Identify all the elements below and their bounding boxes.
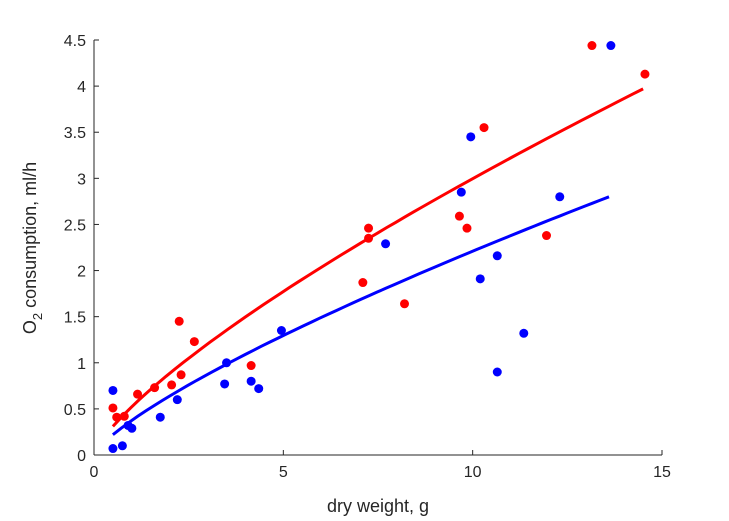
data-point bbox=[462, 223, 472, 233]
data-point bbox=[587, 41, 597, 51]
data-point bbox=[246, 361, 256, 371]
data-point bbox=[246, 376, 256, 386]
data-point bbox=[254, 384, 264, 394]
data-point bbox=[112, 412, 122, 422]
x-tick-label: 10 bbox=[464, 464, 482, 481]
data-point bbox=[155, 412, 165, 422]
plot-area bbox=[108, 41, 650, 454]
x-tick-label: 5 bbox=[279, 464, 288, 481]
x-ticks: 0 5 10 15 bbox=[90, 450, 671, 481]
data-point bbox=[640, 69, 650, 79]
data-point bbox=[492, 367, 502, 377]
data-point bbox=[358, 278, 368, 288]
data-point bbox=[172, 395, 182, 405]
data-point bbox=[519, 328, 529, 338]
x-axis: 0 5 10 15 bbox=[90, 450, 671, 481]
data-point bbox=[133, 389, 143, 399]
data-point bbox=[606, 41, 616, 51]
data-point bbox=[466, 132, 476, 142]
data-point bbox=[276, 326, 286, 335]
x-tick-label: 0 bbox=[90, 464, 99, 481]
data-point bbox=[174, 316, 184, 326]
y-axis: 0 0.5 1 1.5 2 2.5 3 3.5 4 4.5 bbox=[64, 33, 99, 465]
y-tick-label: 2.5 bbox=[64, 217, 86, 234]
x-tick-label: 15 bbox=[653, 464, 671, 481]
data-point bbox=[220, 379, 230, 389]
y-tick-label: 1 bbox=[77, 356, 86, 373]
data-point bbox=[542, 231, 552, 241]
data-point bbox=[108, 385, 118, 395]
data-point bbox=[400, 299, 410, 309]
y-tick-label: 1.5 bbox=[64, 310, 86, 327]
data-point bbox=[555, 192, 565, 202]
data-point bbox=[222, 358, 232, 368]
y-tick-label: 4 bbox=[77, 79, 86, 96]
data-point bbox=[176, 370, 186, 380]
data-point bbox=[364, 223, 374, 233]
y-tick-label: 2 bbox=[77, 264, 86, 281]
y-axis-label-rest: consumption, ml/h bbox=[20, 162, 40, 313]
data-point bbox=[108, 444, 118, 454]
data-point bbox=[454, 211, 464, 221]
data-point bbox=[475, 274, 485, 284]
data-point bbox=[364, 233, 374, 243]
data-point bbox=[492, 251, 502, 261]
series-1 bbox=[108, 41, 616, 454]
data-point bbox=[117, 441, 127, 451]
y-axis-label-base: O bbox=[20, 320, 40, 334]
x-axis-label: dry weight, g bbox=[327, 496, 429, 516]
y-tick-label: 4.5 bbox=[64, 33, 86, 50]
y-tick-label: 0.5 bbox=[64, 402, 86, 419]
fit-line-0 bbox=[111, 87, 644, 428]
fit-line-1 bbox=[111, 195, 610, 436]
data-point bbox=[119, 411, 129, 421]
y-tick-label: 3 bbox=[77, 171, 86, 188]
y-axis-label: O2 consumption, ml/h bbox=[20, 162, 45, 334]
y-axis-label-subscript: 2 bbox=[30, 313, 45, 320]
data-point bbox=[150, 383, 160, 393]
data-point bbox=[479, 123, 489, 133]
data-point bbox=[381, 239, 391, 249]
y-tick-label: 3.5 bbox=[64, 125, 86, 142]
data-point bbox=[108, 403, 118, 413]
data-point bbox=[167, 380, 177, 390]
data-point bbox=[127, 423, 137, 433]
y-ticks: 0 0.5 1 1.5 2 2.5 3 3.5 4 4.5 bbox=[64, 33, 99, 465]
data-point bbox=[189, 337, 199, 347]
series-0 bbox=[108, 41, 650, 428]
y-tick-label: 0 bbox=[77, 448, 86, 465]
data-point bbox=[456, 187, 466, 197]
